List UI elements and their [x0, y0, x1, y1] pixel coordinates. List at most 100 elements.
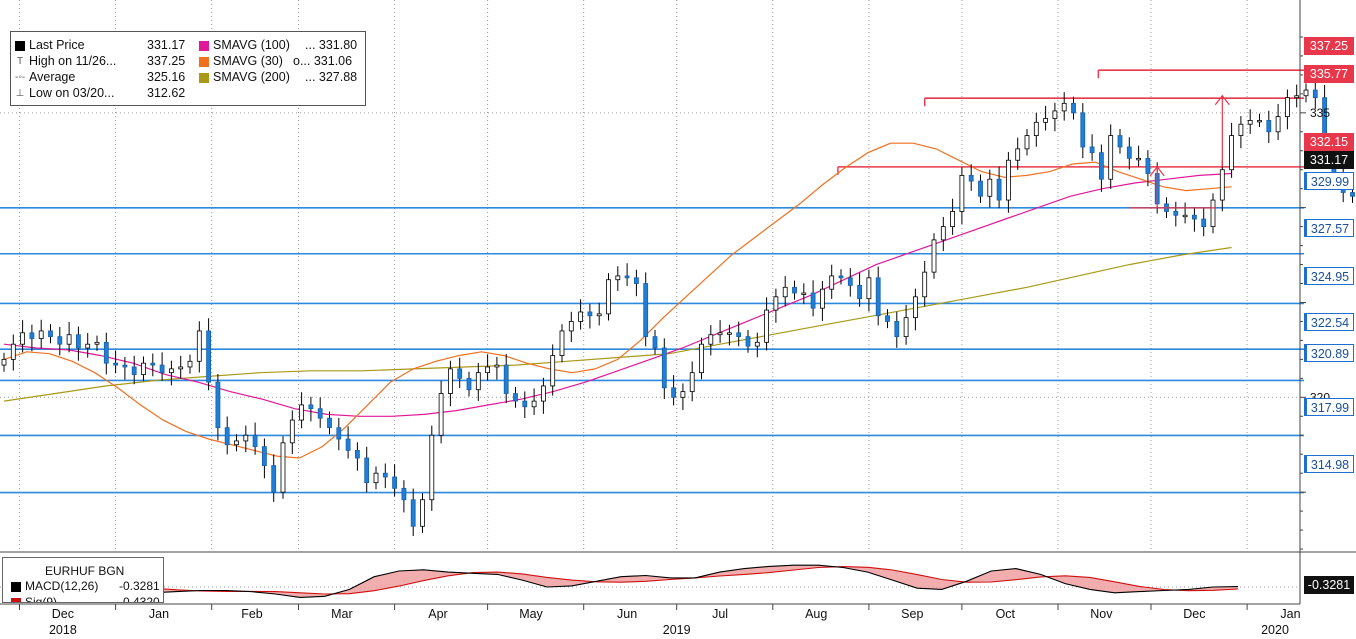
candle-body	[1285, 97, 1290, 118]
x-month-label: Oct	[996, 607, 1016, 621]
candle-body	[680, 391, 686, 398]
legend-label: SMAVG (30)	[213, 54, 283, 68]
candle-body	[717, 332, 723, 336]
square-icon	[199, 72, 209, 83]
candle-body	[699, 343, 704, 374]
x-month-label: Sep	[901, 607, 923, 621]
candle-body	[113, 362, 118, 366]
candle-body	[122, 364, 128, 368]
candle-body	[271, 465, 277, 493]
macd-row: MACD(12,26) -0.3281	[11, 579, 160, 593]
candle-body	[1257, 120, 1262, 123]
candle-body	[94, 341, 100, 345]
candle-body	[131, 366, 137, 375]
candle-body	[159, 364, 165, 374]
price-tag-support: 317.99	[1304, 398, 1354, 416]
square-icon	[199, 56, 209, 67]
macd-value: -0.3281	[119, 579, 160, 593]
candle-body	[196, 330, 202, 362]
candle-body	[922, 271, 928, 298]
signal-value: -0.4320	[119, 595, 160, 603]
candle-body	[1247, 120, 1253, 125]
macd-label: MACD(12,26)	[25, 579, 99, 593]
candle-body	[978, 180, 983, 197]
candle-body	[327, 417, 332, 429]
sma30-polyline	[3, 142, 1232, 459]
macd-histogram-area	[4, 565, 1238, 598]
candle-body	[317, 408, 323, 419]
candle-body	[429, 434, 435, 501]
x-month-label: Feb	[241, 607, 263, 621]
candle-body	[643, 283, 649, 338]
annotations	[1129, 94, 1230, 209]
candle-body	[308, 404, 314, 410]
candle-body	[364, 457, 370, 484]
candle-body	[866, 277, 872, 300]
x-month-label: Dec	[52, 607, 74, 621]
candle-body	[931, 239, 937, 273]
candle-body	[596, 313, 602, 317]
candle-body	[1136, 157, 1141, 161]
legend-row-sma30: SMAVG (30)	[199, 53, 283, 69]
legend-row-sma100: SMAVG (100)	[199, 37, 290, 53]
legend-label: Average	[29, 70, 76, 84]
candle-body	[754, 341, 760, 347]
price-tag-support: 320.89	[1304, 344, 1354, 362]
candle-body	[206, 330, 212, 383]
candle-body	[1201, 218, 1207, 228]
legend-value: 337.25	[147, 54, 186, 68]
candle-body	[559, 330, 565, 356]
candle-body	[420, 499, 425, 527]
candle-body	[847, 277, 853, 286]
candle-body	[689, 372, 695, 393]
axes	[0, 0, 1356, 610]
candle-body	[438, 393, 444, 436]
candle-body	[1303, 89, 1309, 97]
candle-body	[20, 332, 26, 345]
candle-body	[1182, 214, 1188, 218]
x-month-label: Jan	[149, 607, 169, 621]
x-month-label: Jan	[1280, 607, 1300, 621]
candle-body	[820, 288, 825, 309]
candle-body	[354, 450, 360, 459]
legend-value: 325.16	[147, 70, 186, 84]
candle-body	[1033, 121, 1039, 136]
legend-value: ... 331.80	[305, 38, 358, 52]
candle-body	[475, 372, 481, 391]
candle-body	[66, 334, 72, 345]
candle-body	[243, 434, 249, 442]
candle-body	[987, 178, 993, 197]
candle-body	[1089, 146, 1095, 154]
price-tag-support: 327.57	[1304, 219, 1354, 237]
candle-body	[392, 476, 398, 489]
x-month-label: Jul	[712, 607, 728, 621]
price-tag-resistance: 337.25	[1304, 37, 1354, 55]
candle-body	[466, 377, 472, 391]
candle-body	[261, 446, 267, 466]
candle-body	[913, 296, 918, 319]
x-year-label: 2018	[49, 623, 77, 637]
legend-value: ... 327.88	[305, 70, 358, 84]
candle-body	[903, 317, 909, 338]
macd-line	[3, 564, 1239, 598]
candle-body	[447, 368, 453, 394]
macd-tag-last: -0.3281	[1304, 576, 1354, 594]
y-tick-label: 335	[1310, 106, 1330, 120]
candle-body	[810, 292, 816, 309]
candle-body	[1192, 214, 1197, 220]
x-year-label: 2019	[663, 623, 691, 637]
price-tag-support: 314.98	[1304, 455, 1354, 473]
candle-body	[1117, 135, 1123, 148]
x-month-label: Nov	[1090, 607, 1113, 621]
x-year-label: 2020	[1261, 623, 1289, 637]
candle-body	[336, 427, 342, 440]
candle-body	[624, 275, 630, 279]
candle-body	[1219, 169, 1225, 201]
candle-body	[773, 296, 779, 311]
candle-body	[587, 311, 593, 317]
legend-label: Last Price	[29, 38, 85, 52]
candle-body	[857, 285, 862, 300]
arrow-head-icon	[1149, 165, 1165, 177]
x-month-label: Dec	[1183, 607, 1205, 621]
legend-label: SMAVG (100)	[213, 38, 290, 52]
